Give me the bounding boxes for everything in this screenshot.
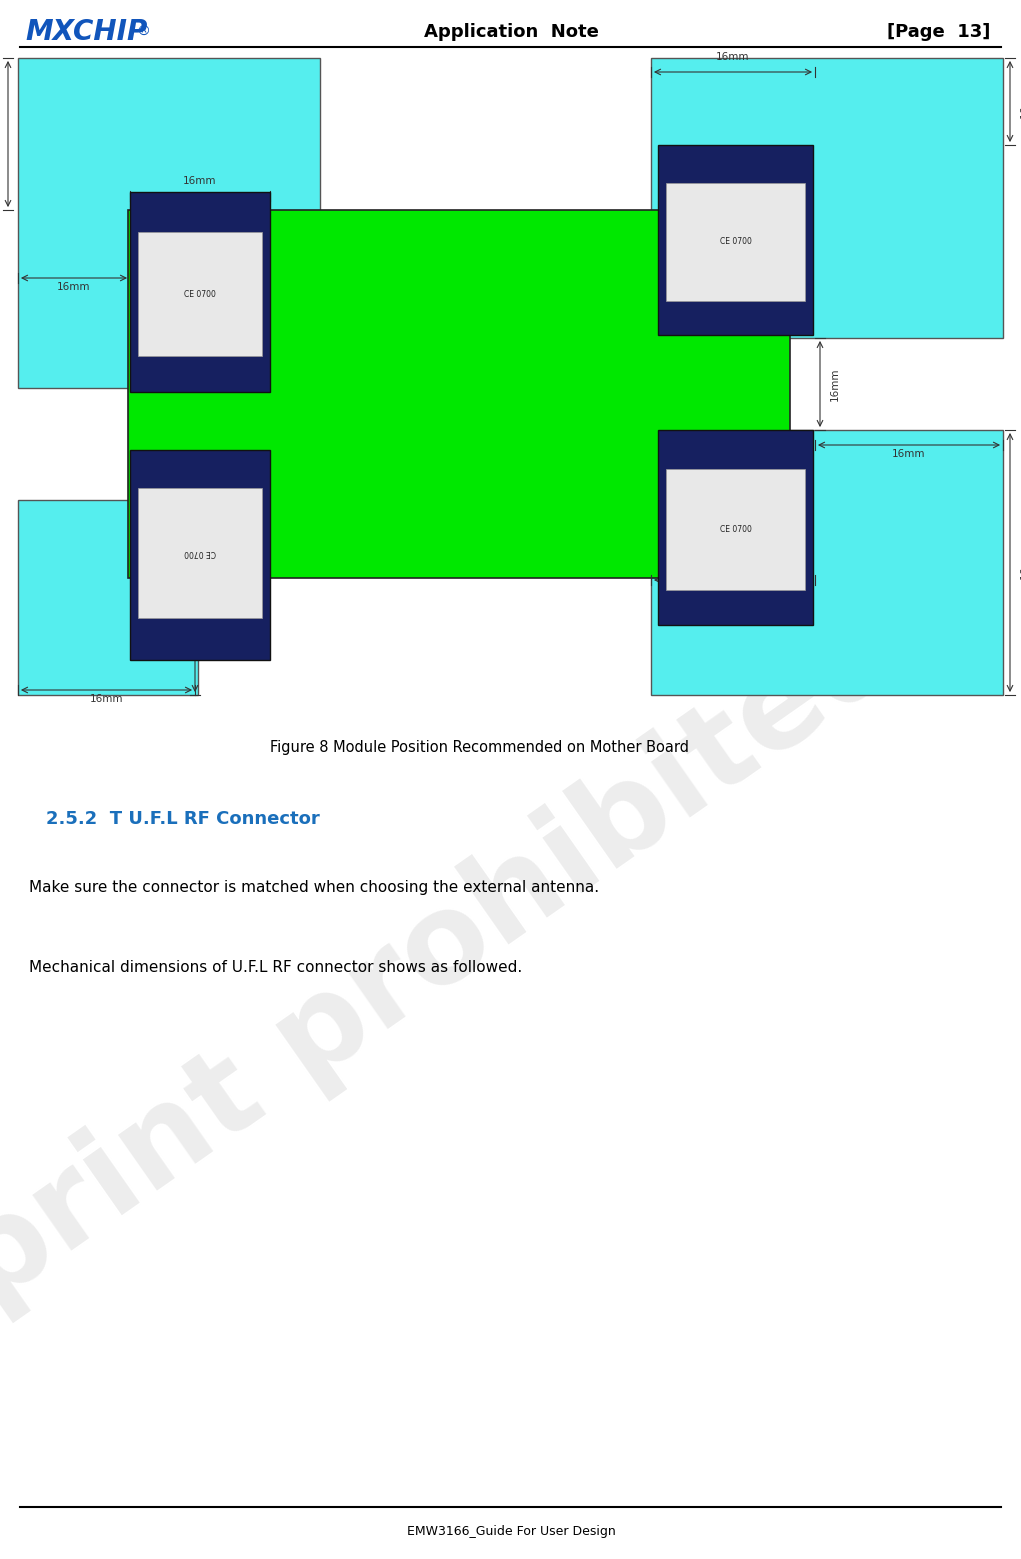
Bar (658, 145, 813, 335)
Text: MXCHIP: MXCHIP (25, 19, 147, 47)
Text: 16mm: 16mm (175, 582, 185, 614)
Text: [Page  13]: [Page 13] (886, 23, 990, 41)
Bar (138, 488, 262, 617)
Text: Make sure the connector is matched when choosing the external antenna.: Make sure the connector is matched when … (29, 879, 598, 895)
Text: 16mm: 16mm (892, 449, 926, 458)
Bar (138, 232, 262, 355)
Bar (128, 210, 790, 578)
Text: CE 0700: CE 0700 (720, 237, 751, 246)
Text: 16mm: 16mm (830, 368, 840, 401)
Text: 16mm: 16mm (717, 585, 749, 594)
Bar (651, 58, 1003, 338)
Text: ®: ® (136, 25, 150, 39)
Text: Figure 8 Module Position Recommended on Mother Board: Figure 8 Module Position Recommended on … (271, 741, 689, 755)
Text: 2.5.2  T U.F.L RF Connector: 2.5.2 T U.F.L RF Connector (46, 811, 320, 828)
Text: CE 0700: CE 0700 (184, 290, 215, 298)
Text: reprint prohibited: reprint prohibited (0, 586, 924, 1412)
Text: CE 0700: CE 0700 (184, 549, 215, 558)
Text: Mechanical dimensions of U.F.L RF connector shows as followed.: Mechanical dimensions of U.F.L RF connec… (29, 960, 522, 974)
Bar (651, 430, 1003, 695)
Bar (18, 500, 198, 695)
Bar (666, 469, 805, 589)
Bar (130, 451, 270, 659)
Bar (658, 430, 813, 625)
Text: 16mm: 16mm (717, 51, 749, 62)
Text: EMW3166_Guide For User Design: EMW3166_Guide For User Design (406, 1525, 616, 1537)
Text: CE 0700: CE 0700 (720, 525, 751, 533)
Bar (130, 192, 270, 391)
Text: 16mm: 16mm (183, 176, 216, 186)
Text: 16mm: 16mm (90, 694, 124, 705)
Text: Application  Note: Application Note (424, 23, 598, 41)
Text: 16mm: 16mm (57, 282, 91, 292)
Bar (18, 58, 320, 388)
Bar (666, 182, 805, 301)
